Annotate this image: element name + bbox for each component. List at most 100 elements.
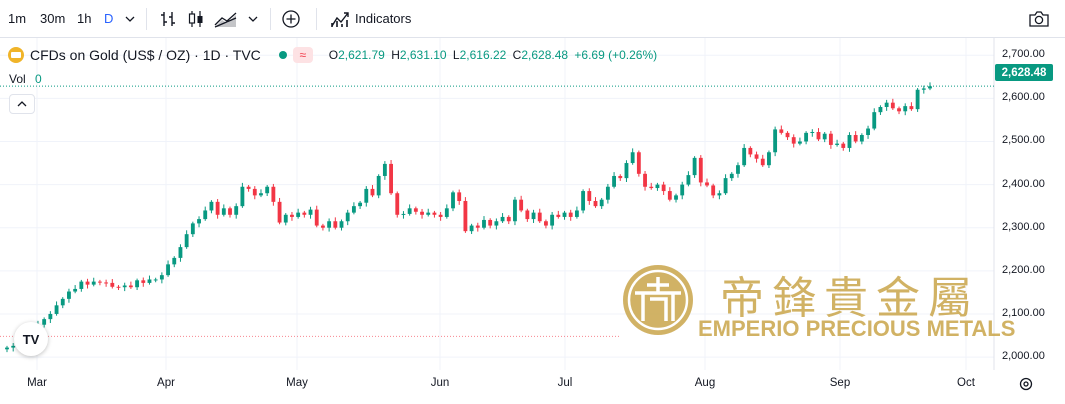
candle-body <box>884 102 889 107</box>
candle-body <box>314 209 319 226</box>
candle-body <box>104 282 109 284</box>
open-key: O <box>328 48 339 62</box>
timeframe-d[interactable]: D <box>104 11 114 26</box>
candle-body <box>73 288 78 292</box>
compare-plus-icon[interactable] <box>280 8 302 30</box>
candle-body <box>841 143 846 148</box>
timeframe-1h[interactable]: 1h <box>77 11 92 26</box>
gold-symbol-icon[interactable] <box>8 47 24 63</box>
time-tick-label: Sep <box>829 377 851 389</box>
price-tick-label: 2,400.00 <box>1002 177 1045 190</box>
candle-body <box>828 133 833 145</box>
candle-body <box>265 186 270 194</box>
time-tick-label: Aug <box>694 377 716 389</box>
candle-body <box>135 280 140 288</box>
toolbar-divider <box>146 8 147 30</box>
candle-body <box>308 209 313 215</box>
candle-body <box>203 210 208 220</box>
candle-body <box>581 191 586 211</box>
candle-body <box>345 212 350 222</box>
candle-body <box>816 131 821 140</box>
symbol-title[interactable]: CFDs on Gold (US$ / OZ) · 1D · TVC <box>30 47 261 63</box>
time-tick-label: May <box>286 377 308 389</box>
candle-body <box>655 184 660 189</box>
candle-body <box>333 221 338 228</box>
toolbar-divider <box>270 8 271 30</box>
price-tick-label: 2,100.00 <box>1002 306 1045 319</box>
candle-body <box>921 88 926 90</box>
candle-body <box>859 135 864 142</box>
candle-body <box>438 214 443 217</box>
watermark-chinese-name: 帝鋒貴金屬 <box>720 273 980 324</box>
candle-body <box>197 219 201 224</box>
candle-body <box>791 137 796 144</box>
candle-body <box>853 135 858 142</box>
camera-icon[interactable] <box>1026 8 1052 30</box>
candle-body <box>866 128 870 136</box>
tradingview-logo[interactable]: TV <box>14 322 48 356</box>
time-tick-label: Mar <box>27 377 47 389</box>
candles-chart-icon[interactable] <box>184 8 208 30</box>
candle-body <box>370 188 375 196</box>
candle-body <box>451 192 455 209</box>
top-toolbar: 1m 30m 1h D Indicators <box>0 0 1065 38</box>
bars-chart-icon[interactable] <box>156 8 180 30</box>
candle-body <box>531 212 536 220</box>
candle-body <box>141 280 146 283</box>
candle-body <box>475 225 480 228</box>
candle-body <box>209 201 214 211</box>
candle-body <box>321 225 325 228</box>
candle-body <box>110 282 115 287</box>
candle-body <box>420 211 424 215</box>
candle-body <box>890 102 895 109</box>
candle-body <box>358 202 363 207</box>
candle-body <box>550 214 555 226</box>
candle-body <box>810 131 815 133</box>
adjustment-badge-icon[interactable]: ≈ <box>292 47 313 63</box>
candle-body <box>779 129 784 133</box>
timeframe-1m[interactable]: 1m <box>8 11 27 26</box>
area-chart-icon[interactable] <box>212 8 240 30</box>
candle-body <box>674 195 678 200</box>
time-tick-label: Oct <box>957 377 975 389</box>
time-tick-label: Jul <box>557 377 573 389</box>
candle-body <box>494 221 499 226</box>
candle-body <box>773 129 778 153</box>
change-value: +6.69 (+0.26%) <box>574 48 658 62</box>
price-tick-label: 2,200.00 <box>1002 263 1045 276</box>
candle-body <box>643 173 647 187</box>
candle-body <box>351 206 356 213</box>
candle-body <box>729 173 734 179</box>
candle-body <box>754 154 759 159</box>
close-key: C <box>512 48 522 62</box>
timeframe-30m[interactable]: 30m <box>40 11 66 26</box>
low-key: L <box>452 48 460 62</box>
indicators-button[interactable]: Indicators <box>355 11 412 26</box>
settings-gear-icon[interactable] <box>1018 376 1034 392</box>
candle-body <box>556 214 561 217</box>
timeframe-dropdown-chevron-icon[interactable] <box>124 8 136 30</box>
candle-body <box>407 208 412 214</box>
price-tick-label: 2,700.00 <box>1002 48 1045 61</box>
candle-body <box>562 212 567 217</box>
market-open-dot-icon <box>278 51 287 59</box>
ohlc-values: O2,621.79 H2,631.10 L2,616.22 C2,628.48 … <box>329 48 657 62</box>
candle-body <box>587 191 592 201</box>
indicators-icon[interactable] <box>328 8 352 30</box>
candle-body <box>513 199 517 222</box>
candle-body <box>797 141 802 144</box>
candle-body <box>128 285 133 288</box>
candle-body <box>178 247 183 258</box>
candle-body <box>630 152 635 164</box>
candle-body <box>705 182 709 186</box>
candle-body <box>618 175 623 179</box>
candle-body <box>432 212 437 215</box>
chart-type-chevron-icon[interactable] <box>247 8 259 30</box>
candle-body <box>147 279 152 283</box>
toolbar-divider <box>316 8 317 30</box>
candle-body <box>376 175 381 196</box>
collapse-legend-button[interactable] <box>9 94 35 114</box>
candle-body <box>612 175 616 187</box>
candle-series <box>5 82 932 353</box>
